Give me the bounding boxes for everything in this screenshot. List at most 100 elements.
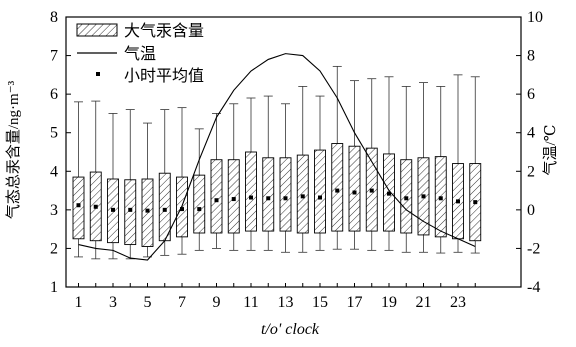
- mean-point-hour-22: [438, 196, 443, 201]
- mean-point-hour-17: [352, 190, 357, 195]
- y-axis-left-title: 气态总汞含量/ng·m⁻³: [5, 80, 22, 219]
- box-iqr: [141, 178, 154, 247]
- legend: 大气汞含量 气温 小时平均值: [76, 22, 204, 85]
- y-right-tick-label: 4: [527, 125, 535, 142]
- box-hour-20: [400, 86, 413, 253]
- box-hour-21: [417, 82, 430, 253]
- y-left-tick-label: 3: [50, 202, 58, 219]
- box-hour-24: [469, 76, 482, 254]
- x-tick-label: 11: [243, 294, 258, 311]
- mean-point-hour-23: [456, 199, 460, 204]
- y-left-tick-label: 7: [50, 48, 58, 65]
- mean-point-hour-9: [214, 198, 219, 203]
- x-tick-label: 23: [450, 294, 466, 311]
- mean-point-hour-3: [111, 207, 115, 212]
- legend-label-box: 大气汞含量: [124, 22, 204, 40]
- mean-point-hour-21: [421, 194, 426, 199]
- box-hour-8: [193, 128, 206, 251]
- box-iqr: [72, 176, 85, 240]
- mean-point-hour-1: [76, 203, 81, 208]
- x-tick-label: 5: [144, 294, 152, 311]
- mean-point-hour-12: [266, 196, 271, 201]
- x-tick-label: 1: [75, 294, 83, 311]
- x-axis-title: t/o' clock: [261, 321, 320, 338]
- y-left-tick-label: 1: [50, 279, 58, 296]
- mean-point-hour-11: [249, 195, 253, 200]
- x-tick-label: 19: [381, 294, 397, 311]
- box-iqr: [210, 159, 223, 234]
- box-hour-7: [176, 107, 188, 255]
- mean-point-hour-8: [197, 207, 202, 212]
- mean-point-hour-19: [387, 191, 391, 196]
- box-hour-16: [331, 65, 344, 250]
- box-hour-9: [210, 113, 223, 249]
- box-hour-4: [124, 109, 137, 260]
- box-hour-12: [262, 95, 275, 251]
- box-iqr: [348, 145, 361, 232]
- box-iqr: [158, 172, 171, 242]
- mean-point-hour-2: [93, 204, 98, 209]
- box-hour-5: [141, 122, 154, 258]
- y-right-tick-label: 10: [527, 9, 543, 26]
- mean-point-hour-13: [283, 196, 288, 201]
- plot-frame: [65, 16, 522, 288]
- box-iqr: [124, 179, 137, 246]
- legend-swatch-mean: [96, 72, 100, 76]
- mean-point-hour-15: [318, 195, 322, 200]
- box-hour-14: [296, 86, 309, 253]
- legend-label-mean: 小时平均值: [124, 67, 204, 85]
- box-hour-11: [245, 97, 257, 251]
- mean-point-hour-6: [162, 207, 167, 212]
- box-hour-10: [227, 103, 240, 251]
- mean-point-hour-20: [404, 196, 409, 201]
- mean-point-hour-18: [369, 188, 374, 193]
- box-iqr: [296, 154, 309, 234]
- box-iqr: [227, 159, 240, 234]
- legend-swatch-box: [76, 23, 118, 37]
- mean-point-hour-16: [335, 188, 340, 193]
- y-right-tick-label: -2: [527, 240, 540, 257]
- box-iqr: [279, 157, 292, 232]
- mean-point-hour-24: [473, 200, 478, 205]
- mean-point-hour-5: [145, 208, 150, 213]
- y-right-tick-label: 0: [527, 202, 535, 219]
- y-right-tick-label: -4: [527, 279, 540, 296]
- y-right-tick-label: 8: [527, 48, 535, 65]
- box-hour-15: [314, 95, 326, 251]
- x-tick-label: 15: [312, 294, 328, 311]
- box-hour-2: [89, 100, 102, 260]
- mean-point-hour-4: [128, 207, 133, 212]
- y-left-tick-label: 4: [50, 163, 58, 180]
- box-hour-1: [72, 101, 85, 258]
- y-axis-right-title: 气温/℃: [542, 125, 559, 176]
- x-tick-label: 9: [213, 294, 221, 311]
- y-left-tick-label: 5: [50, 125, 58, 142]
- mean-point-hour-7: [180, 207, 184, 212]
- y-left-tick-label: 6: [50, 86, 58, 103]
- x-tick-label: 13: [278, 294, 294, 311]
- box-hour-23: [452, 74, 464, 253]
- box-hour-13: [279, 103, 292, 253]
- mean-point-hour-14: [300, 194, 305, 199]
- legend-label-line: 气温: [124, 45, 156, 63]
- y-left-tick-label: 2: [50, 240, 58, 257]
- box-hour-17: [348, 80, 361, 250]
- box-iqr: [314, 149, 326, 234]
- box-hour-18: [365, 78, 378, 251]
- box-hour-19: [383, 76, 395, 251]
- x-tick-label: 17: [347, 294, 363, 311]
- temperature-line: [78, 53, 476, 261]
- box-iqr: [262, 157, 275, 232]
- x-tick-label: 21: [416, 294, 432, 311]
- mean-point-hour-10: [231, 197, 236, 202]
- box-iqr: [331, 143, 344, 232]
- box-hour-3: [107, 113, 119, 260]
- box-iqr: [193, 174, 206, 234]
- x-tick-label: 7: [178, 294, 186, 311]
- y-left-tick-label: 8: [50, 9, 58, 26]
- box-iqr: [245, 151, 257, 232]
- x-tick-label: 3: [109, 294, 117, 311]
- box-hour-22: [434, 86, 447, 254]
